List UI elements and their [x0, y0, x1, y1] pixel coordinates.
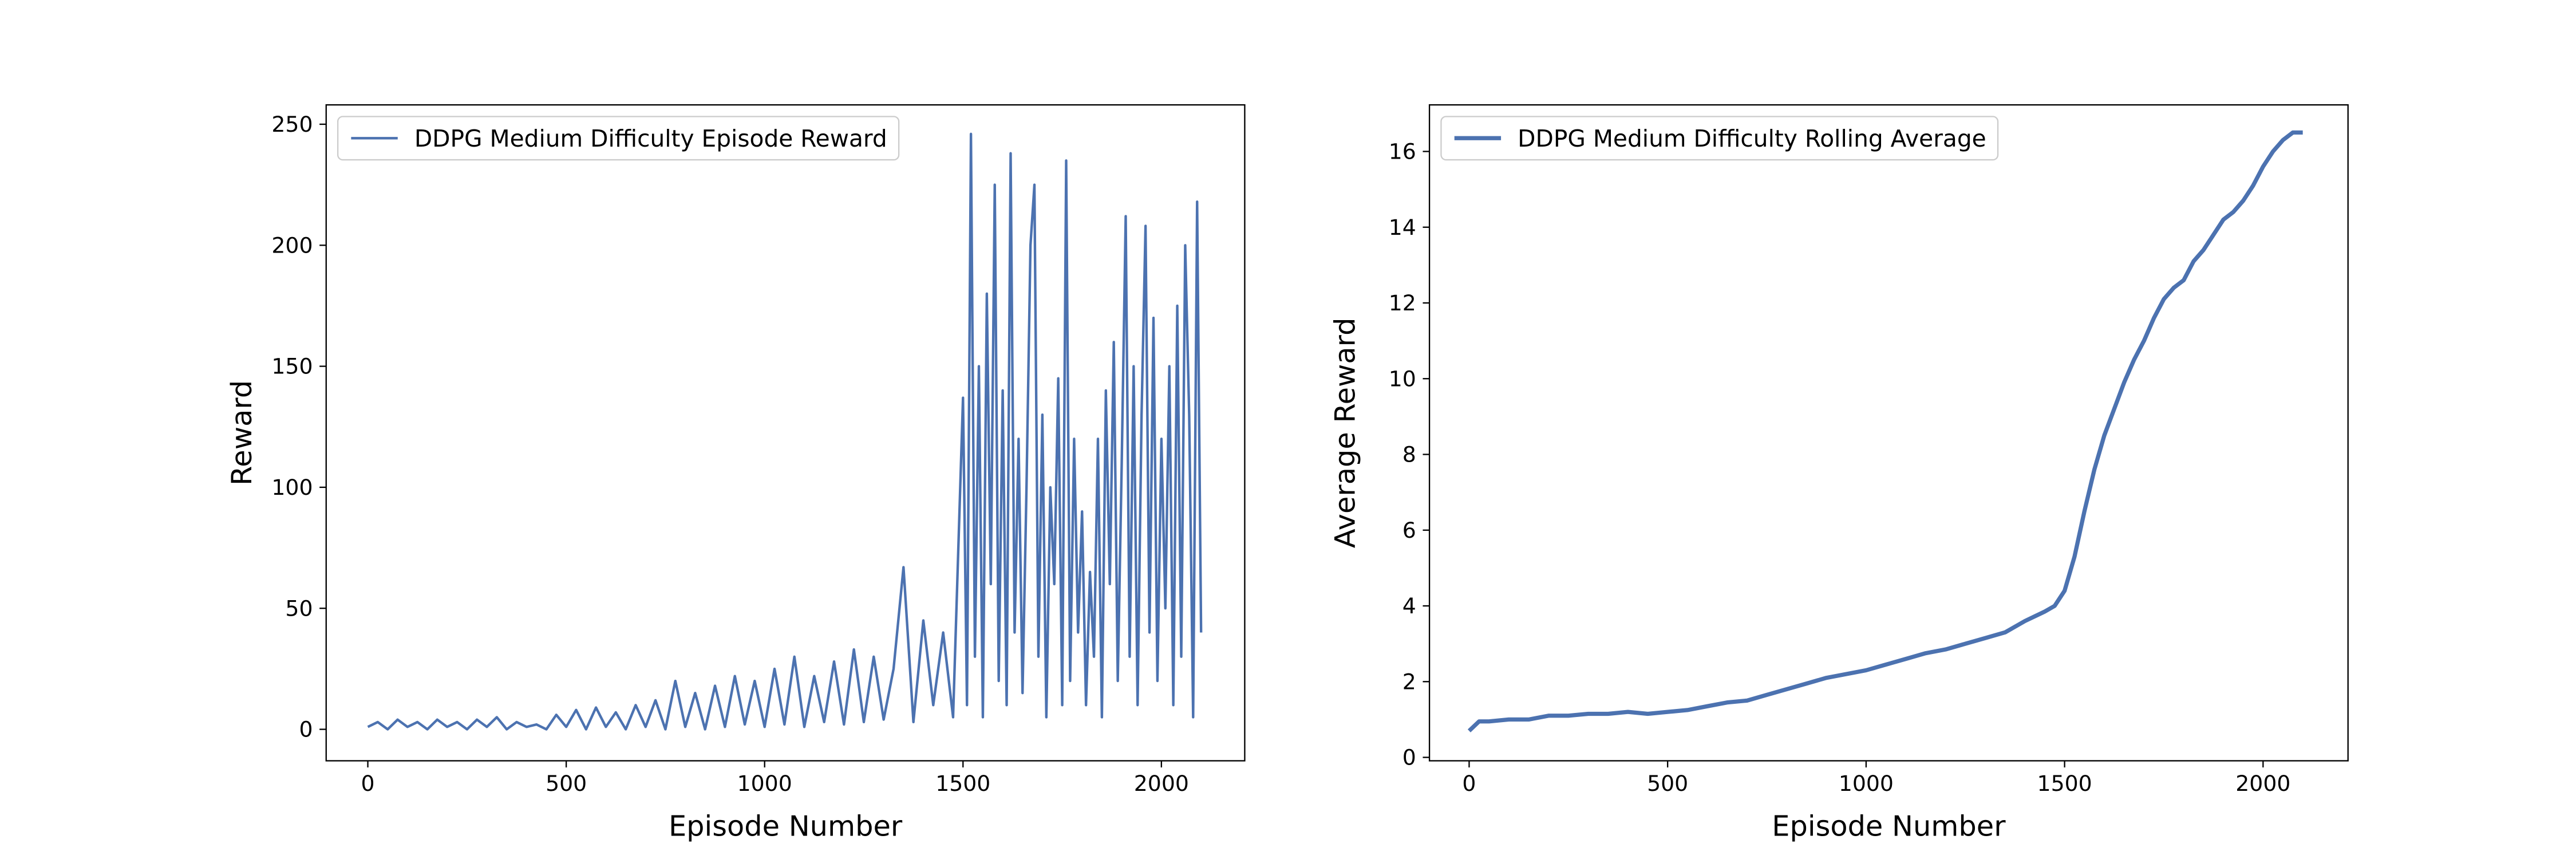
y-tick-label: 14: [1389, 215, 1416, 240]
plot: 0 500 1000 1500 2000 0 2 4 6 8 10 12 14 16 Episode Num…: [1328, 104, 2349, 842]
y-tick-label: 200: [271, 233, 313, 258]
y-tick-label: 2: [1402, 669, 1416, 694]
y-tick-label: 10: [1389, 366, 1416, 391]
x-tick-label: 2000: [1134, 771, 1189, 796]
x-tick-label: 1000: [1839, 771, 1894, 796]
y-tick-label: 150: [271, 354, 313, 379]
y-tick-label: 4: [1402, 593, 1416, 618]
axes-frame: [1428, 104, 2349, 762]
x-tick-label: 1000: [737, 771, 792, 796]
y-tick-label: 6: [1402, 518, 1416, 543]
x-axis-label: Episode Number: [1772, 809, 2006, 842]
x-tick-label: 500: [1647, 771, 1688, 796]
y-tick-label: 16: [1389, 139, 1416, 164]
y-tick-label: 8: [1402, 442, 1416, 467]
y-tick-label: 250: [271, 112, 313, 137]
y-tick-label: 100: [271, 475, 313, 500]
x-axis-label: Episode Number: [669, 809, 903, 842]
x-tick-label: 1500: [2037, 771, 2092, 796]
legend: DDPG Medium Difficulty Rolling Average: [1440, 116, 1999, 161]
y-tick-label: 12: [1389, 290, 1416, 316]
series-line: [367, 132, 1203, 731]
legend-box: [337, 116, 900, 161]
legend-label: DDPG Medium Difficulty Rolling Average: [1518, 125, 1986, 152]
y-tick-label: 50: [285, 596, 313, 621]
legend-box: [1440, 116, 1999, 161]
y-axis-label: Average Reward: [1328, 318, 1361, 549]
x-tick-label: 2000: [2235, 771, 2290, 796]
x-tick-label: 500: [546, 771, 587, 796]
x-tick-label: 0: [361, 771, 375, 796]
legend: DDPG Medium Difficulty Episode Reward: [337, 116, 900, 161]
y-tick-label: 0: [1402, 745, 1416, 770]
axes-frame: [325, 104, 1246, 762]
y-axis-label: Reward: [225, 380, 258, 486]
y-tick-label: 0: [299, 717, 313, 742]
series-line: [1467, 130, 2303, 732]
plot: 0 500 1000 1500 2000 0 50 100 150 200 250 Episode N…: [225, 104, 1246, 842]
legend-label: DDPG Medium Difficulty Episode Reward: [414, 125, 887, 152]
x-tick-label: 1500: [935, 771, 990, 796]
x-tick-label: 0: [1462, 771, 1476, 796]
